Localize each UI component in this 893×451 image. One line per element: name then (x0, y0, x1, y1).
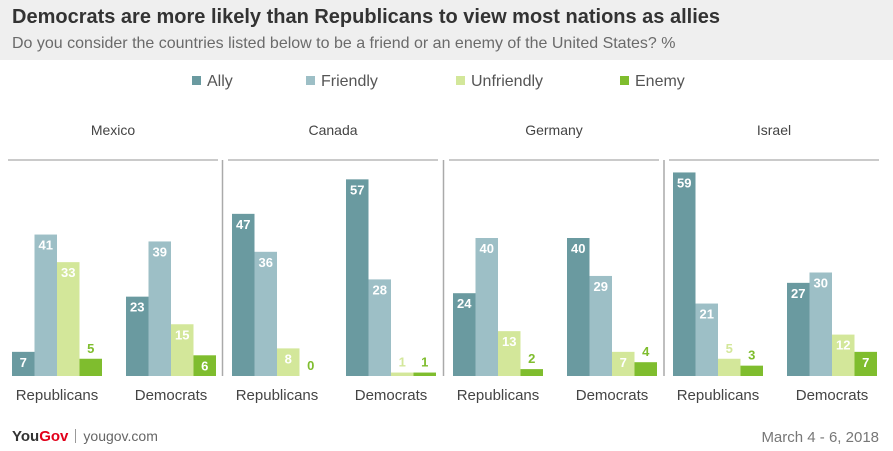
data-label: 1 (399, 355, 406, 370)
party-label: Democrats (796, 387, 869, 404)
data-label: 8 (285, 351, 292, 366)
data-label: 2 (528, 351, 535, 366)
bar-ally (12, 351, 35, 376)
yougov-logo: YouGov yougov.com (12, 428, 158, 445)
party-label: Republicans (236, 387, 319, 404)
bar-ally (787, 282, 810, 376)
chart-subtitle: Do you consider the countries listed bel… (12, 35, 676, 52)
bar-enemy (520, 369, 543, 376)
country-label: Mexico (91, 122, 136, 138)
data-label: 23 (130, 300, 144, 315)
bar-unfriendly (171, 324, 194, 376)
logo-you: You (12, 428, 40, 445)
bar-enemy (854, 351, 877, 376)
bar-unfriendly (277, 348, 300, 376)
data-label: 21 (700, 307, 714, 322)
bar-friendly (34, 234, 57, 376)
data-label: 30 (814, 276, 828, 291)
footer-date: March 4 - 6, 2018 (761, 429, 879, 446)
logo-gov: Gov (39, 428, 69, 445)
header-band: Democrats are more likely than Republica… (0, 0, 893, 60)
data-label: 7 (862, 355, 869, 370)
data-label: 5 (726, 341, 733, 356)
country-label: Israel (757, 122, 791, 138)
legend-swatch-friendly (306, 76, 315, 85)
party-label: Democrats (355, 387, 428, 404)
legend-label-ally: Ally (207, 73, 233, 90)
bar-enemy (193, 355, 216, 376)
data-label: 40 (480, 241, 494, 256)
bar-unfriendly (57, 262, 80, 376)
data-label: 7 (620, 355, 627, 370)
data-label: 47 (236, 217, 250, 232)
bar-enemy (413, 372, 436, 376)
legend-swatch-ally (192, 76, 201, 85)
bar-friendly (809, 272, 832, 376)
bar-friendly (695, 303, 718, 376)
data-label: 39 (153, 244, 167, 259)
party-label: Republicans (677, 387, 760, 404)
party-label: Democrats (576, 387, 649, 404)
data-label: 4 (642, 344, 650, 359)
bar-ally (453, 293, 476, 376)
bar-enemy (740, 365, 763, 376)
data-label: 15 (175, 327, 189, 342)
bar-unfriendly (498, 331, 521, 376)
footer-url: yougov.com (83, 428, 158, 444)
data-label: 27 (791, 286, 805, 301)
bar-enemy (634, 362, 657, 376)
data-label: 24 (457, 296, 472, 311)
chart-title: Democrats are more likely than Republica… (12, 6, 721, 28)
legend-item-ally: Ally (192, 73, 233, 91)
data-label: 13 (502, 334, 516, 349)
bar-unfriendly (612, 351, 635, 376)
country-label: Germany (525, 122, 583, 138)
bar-unfriendly (391, 372, 414, 376)
bar-enemy (79, 358, 102, 376)
data-label: 7 (20, 355, 27, 370)
data-label: 0 (307, 358, 314, 373)
footer-separator (75, 429, 77, 443)
data-label: 5 (87, 341, 94, 356)
data-label: 28 (373, 282, 387, 297)
data-label: 33 (61, 265, 75, 280)
country-label: Canada (308, 122, 357, 138)
data-label: 6 (201, 358, 208, 373)
legend-item-unfriendly: Unfriendly (456, 73, 543, 91)
bar-friendly (589, 275, 612, 376)
party-label: Republicans (457, 387, 540, 404)
data-label: 12 (836, 338, 850, 353)
bar-unfriendly (718, 358, 741, 376)
data-label: 59 (677, 175, 691, 190)
party-label: Democrats (135, 387, 208, 404)
bar-ally (126, 296, 149, 376)
legend-label-friendly: Friendly (321, 73, 378, 90)
bar-friendly (148, 241, 171, 376)
legend: Ally Friendly Unfriendly Enemy (0, 73, 893, 93)
bar-unfriendly (832, 334, 855, 376)
bar-ally (346, 179, 369, 376)
data-label: 40 (571, 241, 585, 256)
bar-friendly (254, 251, 277, 376)
legend-item-enemy: Enemy (620, 73, 685, 91)
data-label: 57 (350, 182, 364, 197)
legend-swatch-unfriendly (456, 76, 465, 85)
legend-label-unfriendly: Unfriendly (471, 73, 544, 90)
data-label: 29 (594, 279, 608, 294)
bar-ally (673, 172, 696, 376)
party-label: Republicans (16, 387, 99, 404)
legend-item-friendly: Friendly (306, 73, 378, 91)
data-label: 1 (421, 355, 428, 370)
bar-ally (567, 238, 590, 376)
data-label: 41 (39, 238, 53, 253)
bar-ally (232, 213, 255, 376)
bar-friendly (475, 238, 498, 376)
data-label: 3 (748, 348, 755, 363)
legend-swatch-enemy (620, 76, 629, 85)
legend-label-enemy: Enemy (635, 73, 685, 90)
bar-friendly (368, 279, 391, 376)
data-label: 36 (259, 255, 273, 270)
